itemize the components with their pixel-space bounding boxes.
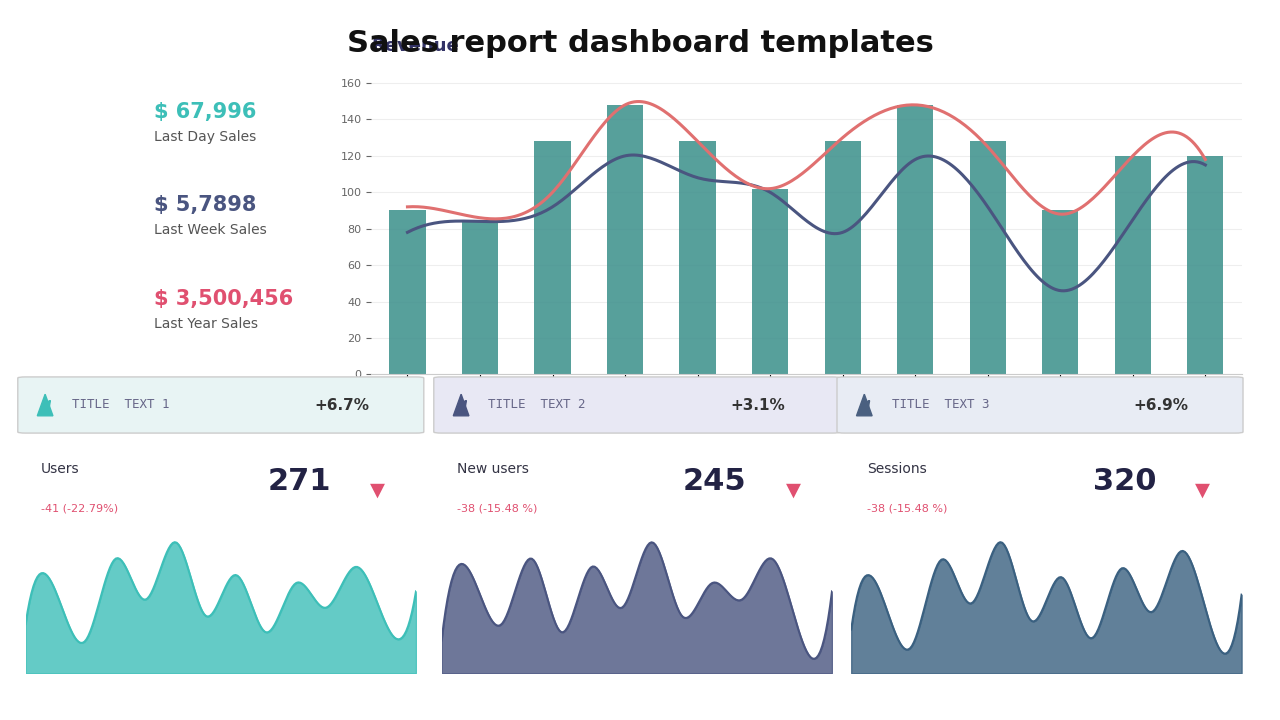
Text: ▼: ▼ [1196, 481, 1210, 500]
Text: Revenue: Revenue [371, 37, 460, 55]
Text: New users: New users [457, 462, 529, 476]
Bar [751, 189, 788, 374]
Bar [535, 141, 571, 374]
Bar [824, 141, 860, 374]
FancyBboxPatch shape [434, 377, 840, 433]
Text: TITLE  TEXT 1: TITLE TEXT 1 [73, 398, 170, 412]
Text: TITLE  TEXT 3: TITLE TEXT 3 [892, 398, 989, 412]
Text: Last Year Sales: Last Year Sales [154, 317, 257, 331]
Bar [1187, 156, 1224, 374]
Text: $ 5,7898: $ 5,7898 [154, 195, 256, 215]
Text: +6.9%: +6.9% [1133, 397, 1188, 413]
Text: 📊: 📊 [81, 117, 92, 135]
Bar [389, 210, 425, 374]
Text: 📈: 📈 [81, 304, 92, 323]
Text: +3.1%: +3.1% [731, 397, 785, 413]
Text: -41 (-22.79%): -41 (-22.79%) [41, 504, 118, 513]
Text: Last Week Sales: Last Week Sales [154, 223, 266, 238]
Text: Users: Users [41, 462, 79, 476]
Bar [607, 105, 643, 374]
Text: -38 (-15.48 %): -38 (-15.48 %) [867, 504, 947, 513]
Text: 📊: 📊 [81, 210, 92, 229]
Text: Sessions: Sessions [867, 462, 927, 476]
FancyBboxPatch shape [18, 377, 424, 433]
Bar [1042, 210, 1078, 374]
Text: TITLE  TEXT 2: TITLE TEXT 2 [489, 398, 586, 412]
Polygon shape [453, 395, 468, 416]
Polygon shape [37, 395, 52, 416]
Text: $ 3,500,456: $ 3,500,456 [154, 289, 293, 309]
Bar [970, 141, 1006, 374]
Text: ▼: ▼ [786, 481, 800, 500]
Bar [680, 141, 716, 374]
Text: 245: 245 [684, 467, 746, 496]
Bar [462, 220, 498, 374]
Text: Last Day Sales: Last Day Sales [154, 130, 256, 144]
Bar [897, 105, 933, 374]
Text: 271: 271 [268, 467, 330, 496]
Text: -38 (-15.48 %): -38 (-15.48 %) [457, 504, 538, 513]
Text: $ 67,996: $ 67,996 [154, 102, 256, 122]
Polygon shape [856, 395, 872, 416]
Text: Sales report dashboard templates: Sales report dashboard templates [347, 29, 933, 58]
Text: 320: 320 [1093, 467, 1156, 496]
Text: ▼: ▼ [370, 481, 384, 500]
Text: +6.7%: +6.7% [314, 397, 369, 413]
FancyBboxPatch shape [837, 377, 1243, 433]
Bar [1115, 156, 1151, 374]
